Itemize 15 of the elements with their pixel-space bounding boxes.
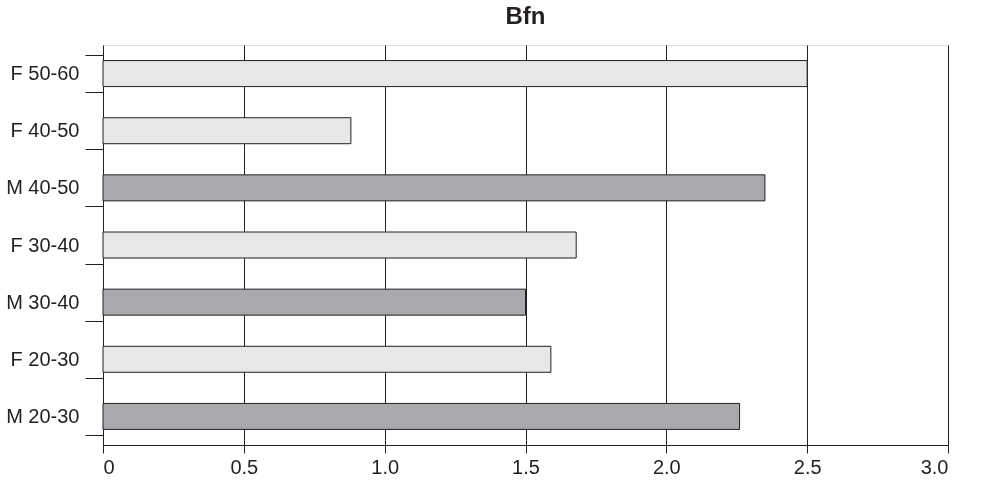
y-tick-label: F 40-50	[10, 119, 80, 142]
x-tick-label: 2.5	[793, 455, 822, 478]
x-tick-label: 0.5	[230, 455, 259, 478]
y-tick-label: M 40-50	[6, 176, 80, 199]
x-tick-label: 3.0	[920, 455, 949, 478]
chart-title: Bfn	[505, 2, 546, 29]
x-tick-label: 2.0	[652, 455, 681, 478]
y-tick-label: M 30-40	[6, 290, 80, 313]
y-tick-label: F 50-60	[10, 62, 80, 85]
x-tick-label: 0	[103, 455, 115, 478]
y-tick-label: F 30-40	[10, 233, 80, 256]
y-tick-label: M 20-30	[6, 404, 80, 427]
x-tick-label: 1.5	[512, 455, 540, 478]
y-tick-label: F 20-30	[10, 347, 80, 370]
x-tick-label: 1.0	[371, 455, 400, 478]
